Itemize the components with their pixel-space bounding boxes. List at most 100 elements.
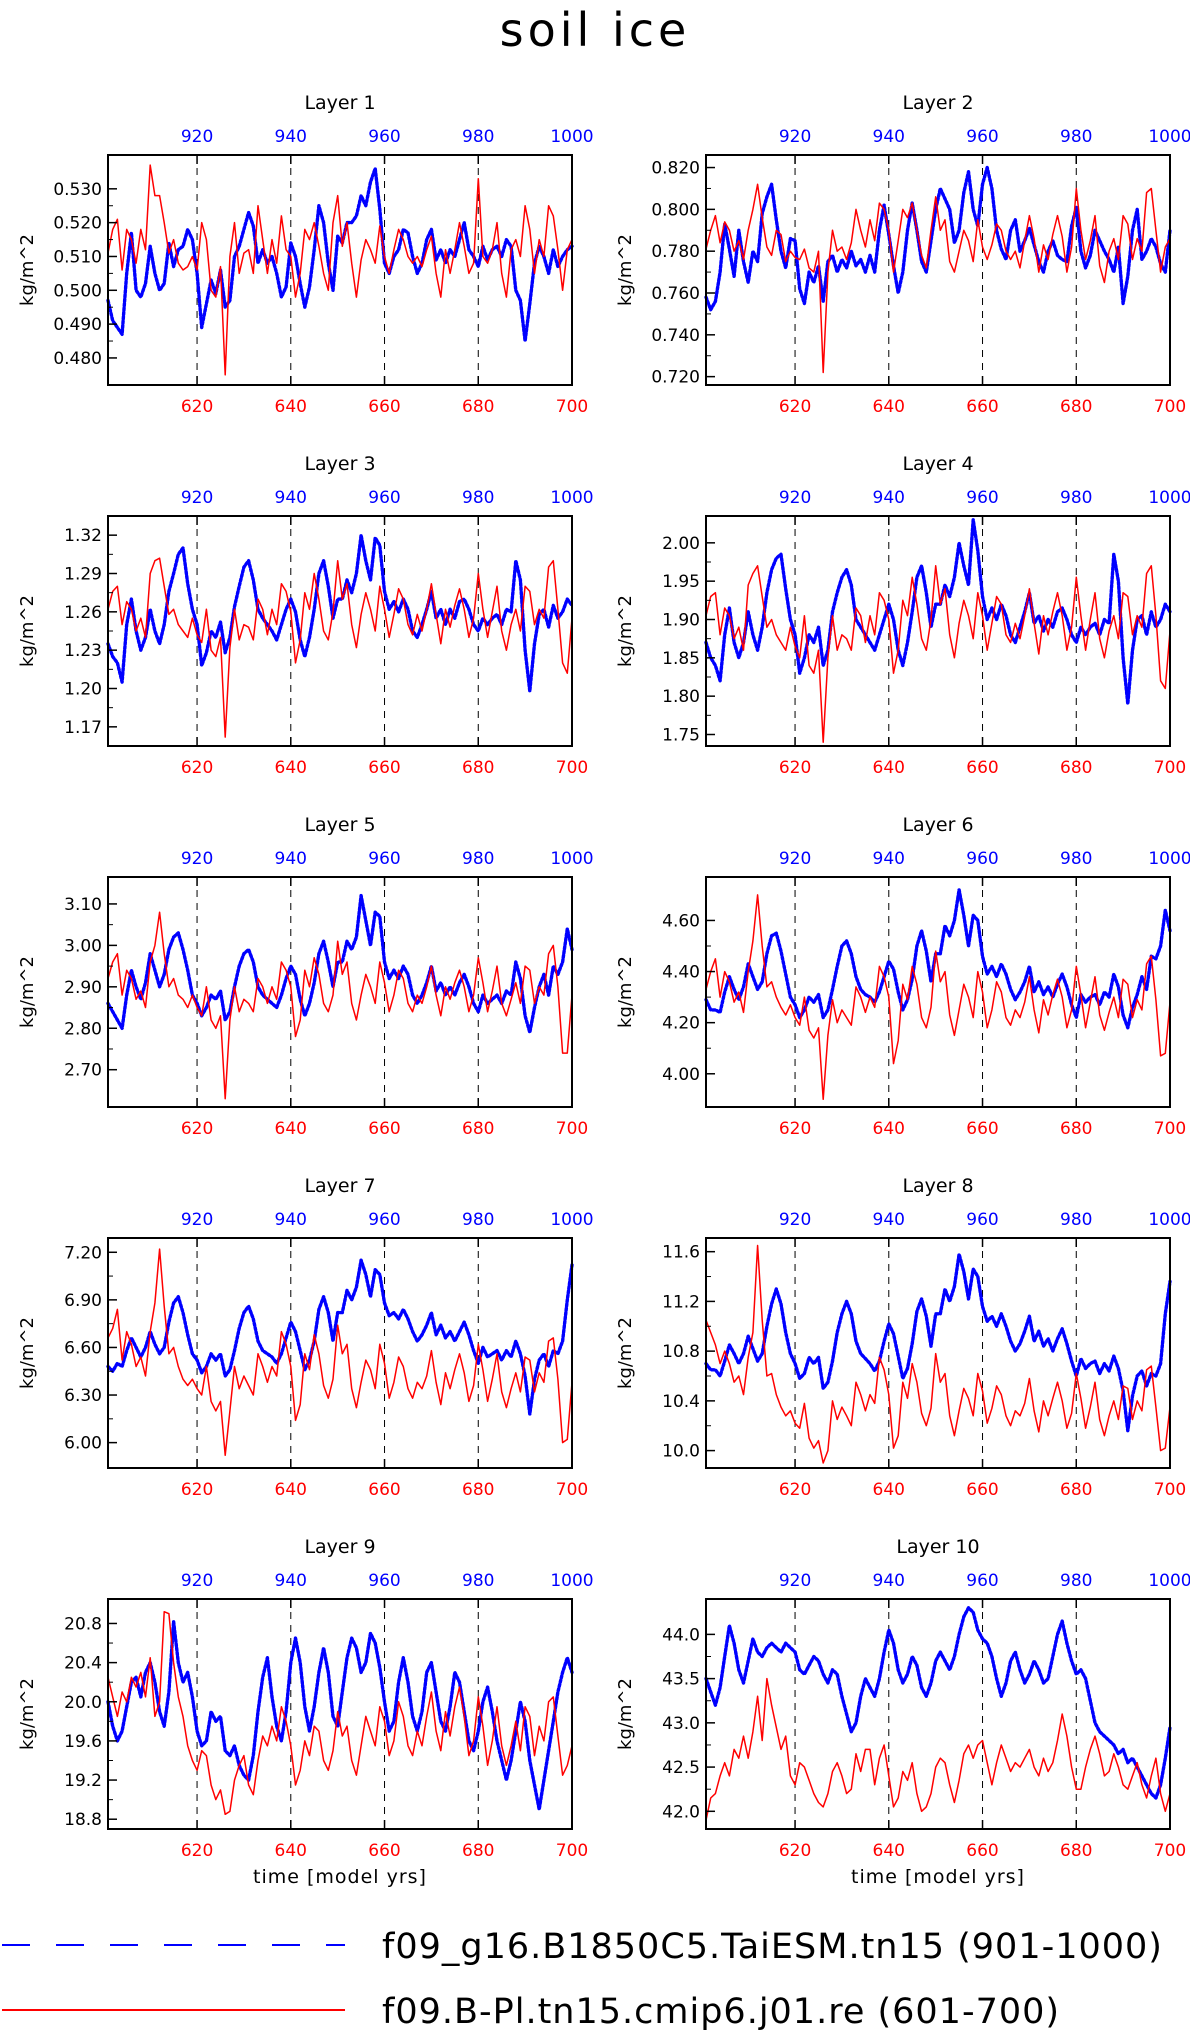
y-tick-label: 6.90: [64, 1291, 102, 1311]
y-tick-label: 2.00: [662, 534, 700, 554]
top-x-tick-label: 940: [873, 1571, 905, 1591]
x-tick-label: 680: [462, 758, 494, 778]
y-tick-label: 10.8: [662, 1342, 700, 1362]
y-tick-label: 2.90: [64, 978, 102, 998]
y-tick-label: 0.480: [53, 349, 102, 369]
panel-title: Layer 7: [304, 1175, 375, 1197]
y-axis-label: kg/m^2: [17, 1317, 38, 1389]
top-x-tick-label: 1000: [1148, 1210, 1190, 1230]
y-tick-label: 43.0: [662, 1714, 700, 1734]
series-line-red: [107, 1248, 573, 1457]
chart-panel-6: 4.00 4.20 4.40 4.60 620 640 660 680 700 920 940 960…: [615, 814, 1190, 1139]
x-axis-label: time [model yrs]: [851, 1866, 1025, 1888]
y-tick-label: 1.85: [662, 649, 700, 669]
chart-panel-9: 18.8 19.2 19.6 20.0 20.4 20.8 620 640 660 680 700 9…: [17, 1536, 594, 1888]
x-tick-label: 680: [462, 1480, 494, 1500]
y-tick-label: 19.6: [64, 1732, 102, 1752]
x-tick-label: 640: [275, 397, 307, 417]
x-tick-label: 620: [181, 397, 213, 417]
plot-frame: [705, 876, 1171, 1108]
y-axis-label: kg/m^2: [615, 956, 636, 1028]
y-axis-label: kg/m^2: [17, 1678, 38, 1750]
series-line-blue: [704, 888, 1172, 1030]
x-tick-label: 620: [779, 397, 811, 417]
y-tick-label: 6.60: [64, 1338, 102, 1358]
x-tick-label: 680: [462, 1841, 494, 1861]
x-tick-label: 640: [873, 758, 905, 778]
panel-title: Layer 2: [902, 92, 973, 114]
panel-title: Layer 1: [304, 92, 375, 114]
legend: f09_g16.B1850C5.TaiESM.tn15 (901-1000) f…: [2, 1927, 1163, 2031]
y-axis-label: kg/m^2: [615, 1317, 636, 1389]
top-x-tick-label: 980: [462, 1210, 494, 1230]
panel-title: Layer 3: [304, 453, 375, 475]
x-tick-label: 640: [873, 397, 905, 417]
y-tick-label: 4.40: [662, 963, 700, 983]
y-tick-label: 1.23: [64, 641, 102, 661]
plot-frame: [705, 154, 1171, 386]
top-x-tick-label: 920: [779, 127, 811, 147]
series-line-red: [705, 1244, 1171, 1464]
x-tick-label: 680: [462, 397, 494, 417]
series-line-red: [107, 1610, 573, 1816]
panel-title: Layer 8: [902, 1175, 973, 1197]
y-tick-label: 4.60: [662, 911, 700, 931]
top-x-tick-label: 940: [873, 488, 905, 508]
y-axis-label: kg/m^2: [17, 595, 38, 667]
top-x-tick-label: 960: [966, 849, 998, 869]
panel-title: Layer 4: [902, 453, 973, 475]
y-tick-label: 3.10: [64, 895, 102, 915]
top-x-tick-label: 940: [873, 849, 905, 869]
top-x-tick-label: 940: [275, 1210, 307, 1230]
x-tick-label: 660: [368, 1841, 400, 1861]
top-x-tick-label: 980: [1060, 488, 1092, 508]
y-tick-label: 1.75: [662, 726, 700, 746]
series-line-red: [107, 164, 573, 376]
series-line-red: [705, 894, 1171, 1101]
x-tick-label: 680: [1060, 1841, 1092, 1861]
x-tick-label: 700: [556, 1841, 588, 1861]
x-tick-label: 700: [1154, 397, 1186, 417]
y-axis-label: kg/m^2: [17, 234, 38, 306]
y-tick-label: 6.30: [64, 1386, 102, 1406]
panel-title: Layer 10: [896, 1536, 979, 1558]
x-tick-label: 700: [556, 1480, 588, 1500]
top-x-tick-label: 920: [779, 1571, 811, 1591]
x-tick-label: 700: [1154, 1480, 1186, 1500]
y-tick-label: 0.820: [651, 159, 700, 179]
x-tick-label: 640: [873, 1841, 905, 1861]
top-x-tick-label: 980: [462, 127, 494, 147]
top-x-tick-label: 920: [181, 127, 213, 147]
y-axis-label: kg/m^2: [615, 234, 636, 306]
top-x-tick-label: 920: [181, 488, 213, 508]
top-x-tick-label: 980: [1060, 1210, 1092, 1230]
series-line-red: [705, 183, 1171, 374]
series-line-blue: [704, 1252, 1172, 1433]
top-x-tick-label: 1000: [550, 849, 593, 869]
x-tick-label: 660: [368, 1480, 400, 1500]
series-line-red: [705, 565, 1171, 743]
y-axis-label: kg/m^2: [615, 595, 636, 667]
legend-label-blue: f09_g16.B1850C5.TaiESM.tn15 (901-1000): [382, 1927, 1163, 1967]
y-tick-label: 3.00: [64, 936, 102, 956]
panel-title: Layer 6: [902, 814, 973, 836]
top-x-tick-label: 940: [873, 127, 905, 147]
y-tick-label: 0.490: [53, 315, 102, 335]
plot-frame: [705, 515, 1171, 747]
x-tick-label: 640: [873, 1480, 905, 1500]
y-tick-label: 4.20: [662, 1014, 700, 1034]
top-x-tick-label: 980: [462, 849, 494, 869]
top-x-tick-label: 1000: [550, 1571, 593, 1591]
x-tick-label: 640: [275, 758, 307, 778]
top-x-tick-label: 960: [368, 1571, 400, 1591]
top-x-tick-label: 960: [966, 1571, 998, 1591]
y-tick-label: 0.800: [651, 200, 700, 220]
y-tick-label: 19.2: [64, 1771, 102, 1791]
chart-panel-1: 0.480 0.490 0.500 0.510 0.520 0.530 620 640 660 6…: [17, 92, 594, 417]
top-x-tick-label: 980: [462, 488, 494, 508]
x-tick-label: 700: [556, 1119, 588, 1139]
y-tick-label: 0.740: [651, 326, 700, 346]
top-x-tick-label: 940: [275, 1571, 307, 1591]
